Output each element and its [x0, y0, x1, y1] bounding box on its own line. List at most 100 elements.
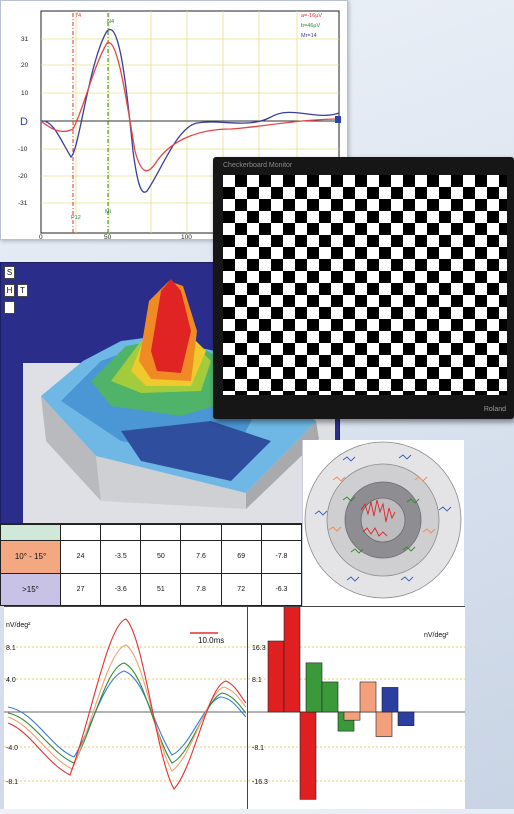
- ring-trace-blue: [342, 456, 356, 462]
- ring-trace-blue: [398, 454, 412, 460]
- table-header-cell: [100, 524, 142, 541]
- trace-green: [7, 662, 247, 764]
- stimulus-monitor: Checkerboard Monitor Roland: [213, 157, 514, 419]
- ring-trace-blue: [400, 576, 414, 582]
- trace-curves: [7, 618, 247, 790]
- bar: [321, 681, 339, 713]
- ring-trace-green: [342, 496, 356, 502]
- legend-item: b=46µV: [301, 23, 321, 29]
- trace-unit-label: nV/deg²: [6, 622, 31, 629]
- table-header-cell: [220, 524, 262, 541]
- trace-y-tick: -8.1: [6, 779, 18, 786]
- table-cell: -3.6: [100, 572, 142, 606]
- y-tick: -10: [18, 146, 28, 153]
- bar-marks: [267, 597, 415, 800]
- y-tick: 20: [21, 62, 29, 69]
- table-cell: -6.3: [260, 572, 303, 606]
- stats-table: 10° - 15° 24 -3.5 50 7.6 69 -7.8 >15° 27…: [0, 524, 303, 606]
- marker-label-3: P12: [71, 215, 81, 221]
- trace-y-tick: 4.0: [6, 677, 16, 684]
- table-cell: -3.5: [100, 540, 142, 574]
- waveform-red: [40, 42, 340, 172]
- surface-peak: [151, 279, 191, 373]
- x-tick: 50: [104, 234, 112, 239]
- base-front: [96, 456, 246, 509]
- topo-button-h[interactable]: H: [4, 284, 15, 297]
- bar-y-tick: -16.3: [252, 779, 268, 786]
- topo-button-extra[interactable]: [4, 301, 15, 314]
- waveform-chart: 31 20 10 D -10 -20 -31 0 50 100 74 N4 P1…: [18, 10, 341, 241]
- y-tick: -20: [18, 173, 28, 180]
- checkerboard-stimulus: [223, 175, 507, 395]
- trace-y-tick: -4.0: [6, 745, 18, 752]
- bar: [283, 597, 301, 713]
- table-header-cell: [260, 524, 303, 541]
- overlay-traces-panel: nV/deg² 8.1 4.0 -4.0 -8.1 10.0ms: [4, 606, 248, 809]
- marker-label-1: 74: [75, 13, 81, 19]
- ring-trace-center: [360, 499, 396, 523]
- ring-trace-green: [402, 546, 416, 552]
- marker-label-4: Mi: [105, 209, 111, 215]
- ring-stats-table: 10° - 15° 24 -3.5 50 7.6 69 -7.8 >15° 27…: [0, 524, 303, 606]
- table-cell: 7.6: [180, 540, 222, 574]
- bar: [375, 711, 393, 737]
- ring-trace-blue: [346, 576, 360, 582]
- table-cell: 50: [140, 540, 182, 574]
- trace-orange: [7, 644, 247, 772]
- ring-bar-panel: 16.3 8.1 -8.1 -16.3 nV/deg²: [248, 597, 465, 809]
- bar: [359, 681, 377, 713]
- bar: [381, 687, 399, 713]
- trace-y-tick: 8.1: [6, 645, 16, 652]
- ring-trace-orange: [414, 476, 428, 482]
- surface-dark-blue: [121, 421, 271, 481]
- row-label: 10° - 15°: [0, 540, 61, 574]
- table-cell: 72: [220, 572, 262, 606]
- ring-trace-orange: [328, 526, 342, 532]
- trace-grid: [4, 646, 246, 782]
- y-axis-ticks: 31 20 10 D -10 -20 -31: [18, 36, 29, 207]
- ring-trace-orange: [332, 476, 346, 482]
- table-cell: 7.8: [180, 572, 222, 606]
- topo-button-s[interactable]: S: [4, 266, 15, 279]
- bar-y-tick: -8.1: [252, 745, 264, 752]
- marker-label-2: N4: [107, 19, 114, 25]
- ring-trace-orange: [422, 528, 436, 534]
- y-tick: 10: [21, 90, 29, 97]
- ring-center: [360, 497, 406, 543]
- x-tick: 0: [39, 234, 43, 239]
- marker-labels: 74 N4 P12 Mi: [71, 13, 114, 221]
- topography-3d-plot: [41, 279, 319, 509]
- cursor-handle[interactable]: [335, 116, 341, 123]
- bar-y-tick: 16.3: [252, 645, 266, 652]
- trace-red: [7, 618, 247, 790]
- bar: [299, 711, 317, 800]
- x-tick: 100: [181, 234, 192, 239]
- y-tick: -31: [18, 200, 28, 207]
- ring-response-panel: [302, 440, 464, 606]
- scale-label: 10.0ms: [198, 636, 224, 645]
- bar: [305, 662, 323, 713]
- monitor-brand: Roland: [483, 406, 506, 413]
- ring-trace-blue: [314, 510, 328, 516]
- trace-blue: [7, 670, 247, 758]
- table-header-cell: [0, 524, 61, 541]
- table-row: >15° 27 -3.6 51 7.8 72 -6.3: [0, 572, 303, 606]
- topo-button-t[interactable]: T: [17, 284, 28, 297]
- bar: [397, 711, 415, 726]
- bar: [343, 711, 361, 721]
- base-right: [246, 421, 319, 509]
- table-cell: 24: [59, 540, 102, 574]
- ring-trace-blue: [438, 506, 452, 512]
- table-cell: -7.8: [260, 540, 303, 574]
- y-tick-zero: D: [20, 116, 28, 128]
- base-left: [41, 396, 101, 501]
- ring-trace-green: [406, 498, 420, 504]
- ring-trace-center: [362, 527, 388, 537]
- table-header-cell: [140, 524, 182, 541]
- bar: [267, 640, 285, 713]
- table-header-row: [0, 524, 303, 541]
- legend-item: Mr=14: [301, 33, 317, 39]
- ring-trace-green: [350, 548, 364, 554]
- waveform-blue: [40, 28, 340, 193]
- ring-response-plot: [304, 441, 462, 599]
